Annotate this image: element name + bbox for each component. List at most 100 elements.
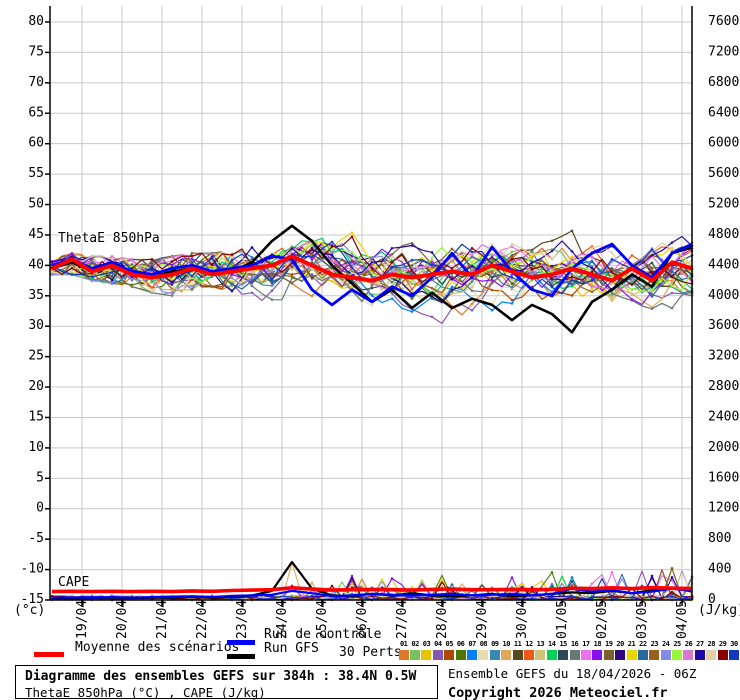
- ensemble-member-lines: [50, 229, 694, 602]
- left-tick-label: 45: [28, 227, 44, 242]
- left-tick-label: 55: [28, 166, 44, 181]
- right-tick-label: 4400: [708, 257, 739, 272]
- main-lines: [51, 224, 693, 600]
- member-legend-item: 04: [432, 640, 443, 660]
- member-number: 30: [730, 640, 738, 648]
- axis-labels: 80757065605550454035302520151050-5-10-15…: [14, 14, 740, 639]
- member-legend-item: 10: [501, 640, 512, 660]
- legend-gfs: [227, 646, 255, 665]
- member-legend-item: 18: [592, 640, 603, 660]
- right-tick-label: 1600: [708, 470, 739, 485]
- date-label: 24/04: [275, 600, 290, 639]
- left-tick-label: 30: [28, 318, 44, 333]
- member-markers: [50, 239, 694, 292]
- member-color-swatch: [603, 650, 614, 660]
- member-color-swatch: [455, 650, 466, 660]
- control-cape-line: [51, 587, 693, 599]
- legend-mean-label: Moyenne des scénarios: [75, 640, 240, 655]
- mean-line-swatch: [34, 652, 64, 657]
- date-label: 01/05: [555, 600, 570, 639]
- date-label: 03/05: [635, 600, 650, 639]
- member-color-swatch: [410, 650, 421, 660]
- member-legend-item: 01: [398, 640, 409, 660]
- member-color-swatch: [444, 650, 455, 660]
- member-color-swatch: [432, 650, 443, 660]
- mean-cape-line: [51, 585, 693, 594]
- member-color-swatch: [489, 650, 500, 660]
- member-color-swatch: [694, 650, 705, 660]
- member-color-swatch: [649, 650, 660, 660]
- member-color-swatch: [683, 650, 694, 660]
- member-number: 03: [422, 640, 431, 648]
- right-axis-unit: (J/kg): [698, 603, 740, 618]
- date-label: 02/05: [595, 600, 610, 639]
- member-number: 14: [548, 640, 556, 648]
- member-markers: [50, 582, 694, 602]
- date-label: 22/04: [195, 600, 210, 639]
- member-legend-item: 23: [649, 640, 660, 660]
- member-legend-item: 22: [637, 640, 648, 660]
- member-number: 13: [536, 640, 545, 648]
- member-color-swatch: [398, 650, 409, 660]
- member-number: 20: [616, 640, 624, 648]
- member-number: 07: [468, 640, 476, 648]
- date-label: 29/04: [475, 600, 490, 639]
- right-tick-label: 3600: [708, 318, 739, 333]
- member-number: 18: [593, 640, 602, 648]
- member-legend-item: 19: [603, 640, 614, 660]
- member-color-swatch: [478, 650, 489, 660]
- member-legend-item: 27: [694, 640, 705, 660]
- member-number: 06: [456, 640, 465, 648]
- legend-control-label: Run de contrôle: [264, 627, 382, 642]
- member-legend-item: 15: [557, 640, 569, 660]
- member-legend-item: 24: [660, 640, 671, 660]
- member-color-swatch: [615, 650, 626, 660]
- member-legend-item: 25: [671, 640, 683, 660]
- member-legend-item: 21: [626, 640, 637, 660]
- member-color-swatch: [592, 650, 603, 660]
- member-legend-item: 26: [683, 640, 694, 660]
- member-number: 01: [399, 640, 408, 648]
- member-color-swatch: [421, 650, 432, 660]
- member-number: 10: [502, 640, 510, 648]
- date-label: 26/04: [355, 600, 370, 639]
- member-legend-item: 11: [512, 640, 523, 660]
- copyright: Copyright 2026 Meteociel.fr: [448, 685, 668, 700]
- right-tick-label: 6000: [708, 136, 739, 151]
- left-tick-label: 50: [28, 197, 44, 212]
- member-legend-item: 09: [489, 640, 500, 660]
- right-tick-label: 6800: [708, 75, 739, 90]
- member-legend-item: 05: [444, 640, 455, 660]
- control-line-swatch: [227, 640, 255, 645]
- right-tick-label: 800: [708, 531, 731, 546]
- left-axis-unit: (°c): [14, 603, 45, 618]
- date-label: 28/04: [435, 600, 450, 639]
- member-number: 27: [696, 640, 704, 648]
- right-tick-label: 2400: [708, 409, 739, 424]
- member-legend-item: 07: [466, 640, 478, 660]
- left-tick-label: 35: [28, 288, 44, 303]
- member-number: 11: [513, 640, 522, 648]
- right-tick-label: 5600: [708, 166, 739, 181]
- member-legend-item: 20: [614, 640, 626, 660]
- member-number: 25: [673, 640, 681, 648]
- member-color-swatch: [546, 650, 557, 660]
- left-tick-label: 40: [28, 257, 44, 272]
- member-color-swatch: [706, 650, 717, 660]
- member-legend-item: 08: [478, 640, 489, 660]
- member-number: 21: [627, 640, 636, 648]
- right-tick-label: 4800: [708, 227, 739, 242]
- right-tick-label: 400: [708, 562, 731, 577]
- gfs-line-swatch: [227, 654, 255, 659]
- date-label: 04/05: [675, 600, 690, 639]
- right-tick-label: 5200: [708, 197, 739, 212]
- member-legend-item: 16: [569, 640, 580, 660]
- member-number: 02: [411, 640, 419, 648]
- left-tick-label: 60: [28, 136, 44, 151]
- member-number: 19: [605, 640, 613, 648]
- member-legend-item: 30: [728, 640, 740, 660]
- right-tick-label: 1200: [708, 501, 739, 516]
- left-tick-label: 75: [28, 44, 44, 59]
- member-legend-item: 06: [455, 640, 466, 660]
- member-color-swatch: [580, 650, 591, 660]
